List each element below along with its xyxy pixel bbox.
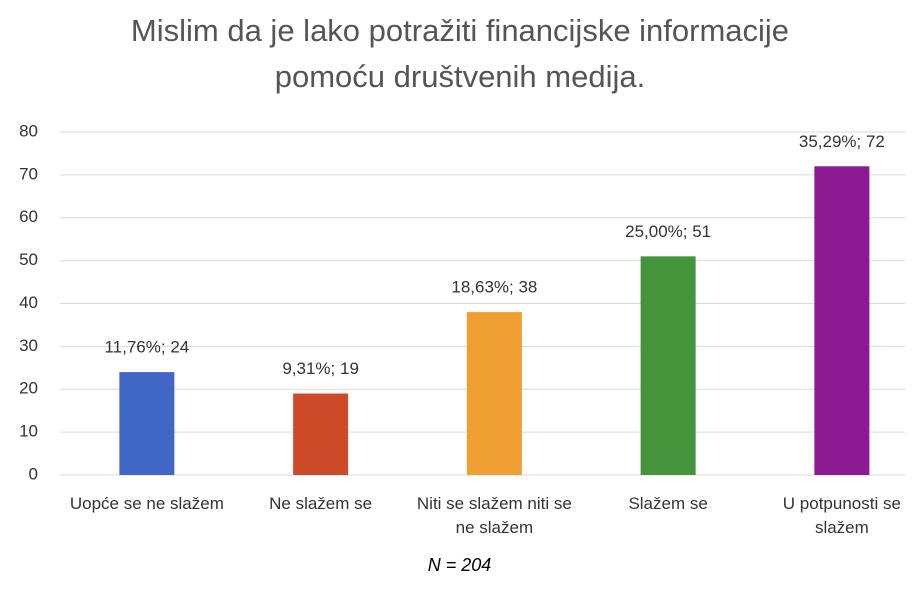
y-tick-label: 80 (19, 121, 38, 140)
x-tick-label: Ne slažem se (269, 494, 373, 513)
annotation: N = 204 (427, 555, 492, 575)
x-tick-label: U potpunosti se slažem (782, 494, 901, 537)
y-tick-label: 20 (19, 379, 38, 398)
bar (466, 312, 522, 475)
y-tick-label: 50 (19, 250, 38, 269)
bar (293, 393, 349, 475)
data-label: 11,76%; 24 (104, 338, 189, 357)
bar (640, 256, 696, 475)
y-tick-label: 70 (19, 164, 38, 183)
y-tick-label: 0 (29, 464, 38, 483)
x-tick-label: Niti se slažem niti se ne slažem (416, 494, 572, 537)
x-tick-label: Slažem se (628, 494, 708, 513)
y-tick-label: 10 (19, 422, 38, 441)
data-label: 18,63%; 38 (451, 278, 537, 297)
data-label: 25,00%; 51 (625, 222, 711, 241)
data-label: 35,29%; 72 (799, 132, 885, 151)
data-label: 9,31%; 19 (282, 359, 359, 378)
y-tick-label: 60 (19, 207, 38, 226)
bar (814, 166, 870, 476)
chart-title: Mislim da je lako potražiti financijske … (130, 13, 790, 94)
x-tick-label: Uopće se ne slažem (69, 494, 224, 513)
y-tick-label: 30 (19, 336, 38, 355)
bar (119, 372, 175, 475)
y-tick-label: 40 (19, 293, 38, 312)
